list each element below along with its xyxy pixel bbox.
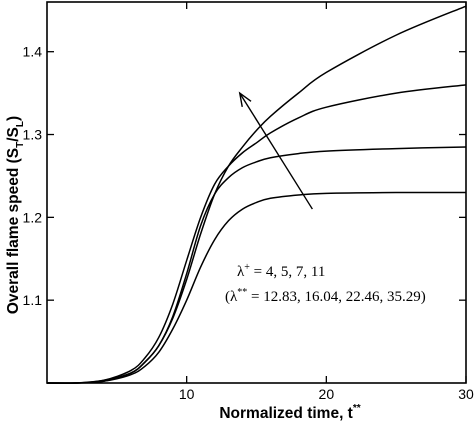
y-axis-title: Overall flame speed (ST/SL) xyxy=(5,116,26,314)
x-tick-label: 20 xyxy=(319,386,335,402)
x-axis-title: Normalized time, t** xyxy=(219,403,360,422)
y-tick-label: 1.3 xyxy=(23,127,43,143)
arrow-head xyxy=(238,91,252,108)
y-tick-label: 1.2 xyxy=(23,209,43,225)
y-tick-label: 1.1 xyxy=(23,292,43,308)
lambda-star-annotation: (λ** = 12.83, 16.04, 22.46, 35.29) xyxy=(225,287,426,305)
trend-arrow xyxy=(238,91,313,210)
series-line-4 xyxy=(46,191,467,384)
lambda-plus-annotation: λ+ = 4, 5, 7, 11 xyxy=(237,262,325,280)
axis-ticks: 10 20 30 1.1 1.2 1.3 1.4 xyxy=(23,2,474,402)
series-line-3 xyxy=(46,146,467,384)
series-line-2 xyxy=(46,84,467,384)
x-tick-label: 10 xyxy=(179,386,195,402)
arrow-shaft xyxy=(239,92,313,210)
series-line-1 xyxy=(46,5,467,384)
series-lines xyxy=(46,5,467,384)
x-tick-label: 30 xyxy=(458,386,474,402)
y-tick-label: 1.4 xyxy=(23,44,43,60)
